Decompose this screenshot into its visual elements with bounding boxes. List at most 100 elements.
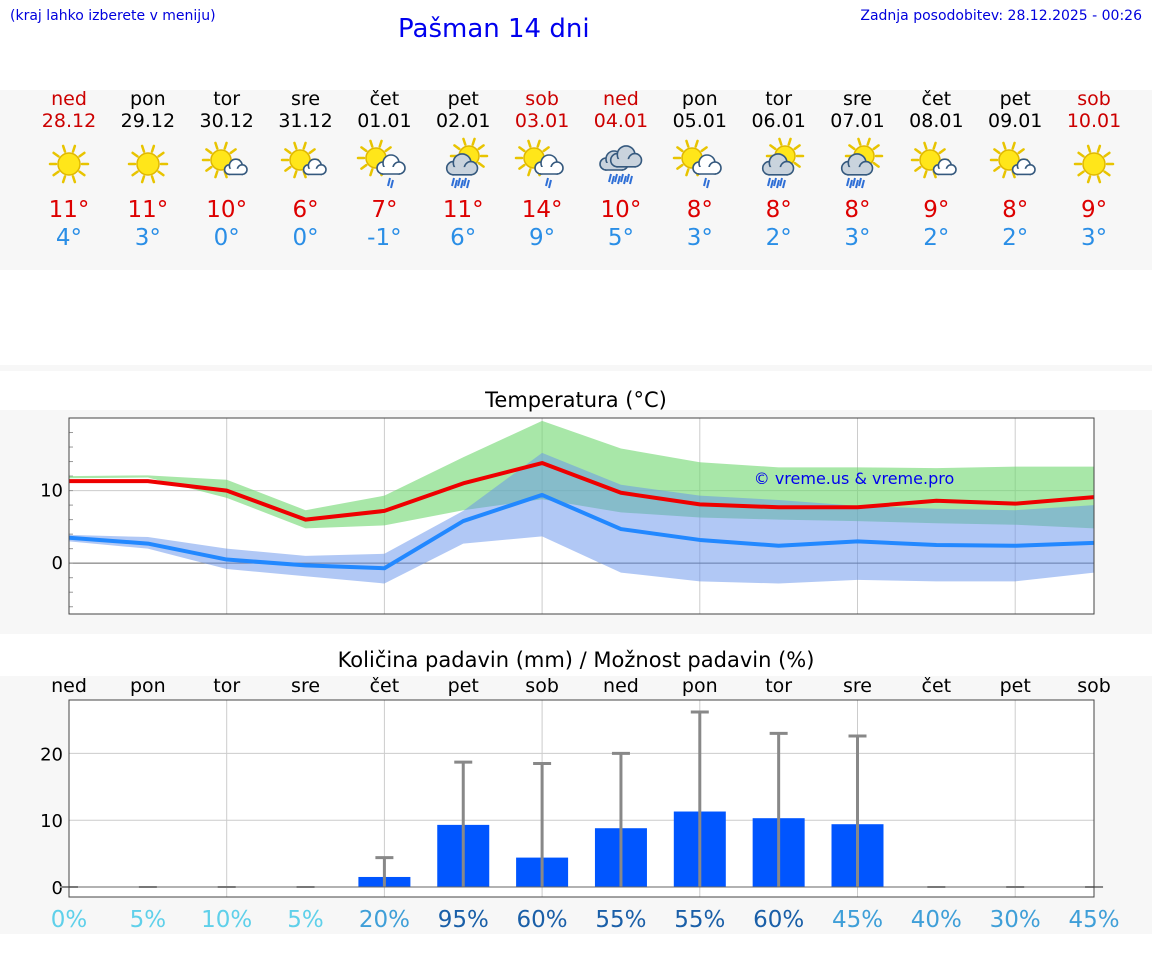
cloud-shape	[691, 154, 722, 175]
day-date: 08.01	[909, 110, 964, 132]
category-label: sre	[843, 675, 872, 697]
temp-min: 5°	[607, 225, 634, 251]
day-name: čet	[921, 88, 952, 110]
day-column: sob 10.01 9° 3°	[1054, 88, 1134, 252]
category-label: pon	[130, 675, 166, 697]
sun-cloud-icon	[989, 141, 1036, 179]
temp-min: 6°	[450, 225, 477, 251]
plot-frame	[68, 699, 1095, 898]
series-line-max	[69, 461, 1095, 522]
temp-min: -1°	[367, 225, 402, 251]
temp-min: 4°	[55, 225, 83, 251]
sun-cloud-heavy-rain-icon	[446, 137, 489, 189]
sun-cloud-icon	[911, 141, 958, 179]
day-name: pet	[447, 88, 479, 110]
temp-max: 11°	[127, 197, 169, 223]
day-column: ned 04.01 10° 5°	[581, 88, 661, 252]
temp-max: 6°	[292, 197, 319, 223]
temp-max: 14°	[521, 197, 563, 223]
rain-drops	[845, 177, 865, 189]
sun-cloud-heavy-rain-icon	[761, 137, 804, 189]
rain-drops	[766, 177, 786, 189]
weather-icon	[818, 134, 898, 196]
day-column: sre 07.01 8° 3°	[818, 88, 898, 252]
day-name: tor	[765, 88, 793, 110]
precip-probability: 55%	[674, 907, 725, 933]
precip-chart-title: Količina padavin (mm) / Možnost padavin …	[337, 648, 815, 672]
temp-max: 7°	[371, 197, 398, 223]
rain-drops	[545, 177, 553, 189]
last-update: Zadnja posodobitev: 28.12.2025 - 00:26	[860, 8, 1142, 24]
day-date: 09.01	[987, 110, 1043, 132]
day-date: 07.01	[830, 110, 885, 132]
rain-drops	[387, 177, 395, 189]
sun-cloud-icon	[201, 141, 248, 179]
temp-max: 11°	[442, 197, 484, 223]
weather-icon	[975, 134, 1055, 196]
day-date: 01.01	[357, 110, 412, 132]
plot-area	[69, 700, 1094, 897]
category-label: sob	[1077, 675, 1111, 697]
cloud-heavy-rain-icon	[599, 145, 643, 185]
sun-cloud-rain-icon	[357, 139, 407, 189]
temperature-chart: 0 10 © vreme.us & vreme.pro	[40, 417, 1095, 615]
rain-drops	[702, 177, 710, 189]
category-label: ned	[51, 675, 87, 697]
cloud-shape	[840, 153, 873, 176]
day-column: čet 01.01 7° -1°	[344, 88, 424, 252]
day-name: sob	[1077, 88, 1111, 110]
weather-icon	[344, 134, 424, 196]
temp-min: 3°	[134, 225, 161, 251]
precip-probability: 5%	[287, 907, 324, 933]
temp-min: 9°	[529, 225, 556, 251]
category-label: sre	[291, 675, 320, 697]
category-label: pon	[682, 675, 718, 697]
temp-max: 11°	[48, 197, 90, 223]
page-title: Pašman 14 dni	[398, 14, 590, 44]
temp-min: 0°	[292, 225, 319, 251]
day-name: ned	[51, 88, 87, 110]
category-label: sob	[525, 675, 559, 697]
day-column: sre 31.12 6° 0°	[266, 88, 346, 252]
day-date: 03.01	[514, 110, 570, 132]
sun-shape	[1073, 144, 1115, 184]
precip-probability: 60%	[517, 907, 568, 933]
temp-min: 3°	[1080, 225, 1108, 251]
day-date: 30.12	[199, 110, 254, 132]
category-label: ned	[603, 675, 639, 697]
category-label: pet	[448, 675, 479, 697]
weather-icon	[896, 134, 976, 196]
weather-icon	[502, 134, 582, 196]
precip-probability: 10%	[201, 907, 252, 933]
category-label: tor	[765, 675, 792, 697]
precip-probability: 60%	[753, 907, 804, 933]
rain-drops	[607, 173, 633, 185]
temp-min: 2°	[1002, 225, 1029, 251]
precip-probability: 95%	[438, 907, 489, 933]
day-date: 06.01	[751, 110, 806, 132]
forecast-band	[0, 90, 1152, 270]
y-tick-label: 0	[52, 553, 63, 574]
sun-cloud-rain-icon	[514, 139, 564, 189]
cloud-shape	[446, 153, 479, 176]
sun-icon	[1073, 144, 1115, 184]
cloud-shape	[609, 145, 643, 168]
y-tick-label: 10	[40, 481, 63, 502]
temp-max: 9°	[1080, 197, 1108, 223]
temp-max: 8°	[765, 197, 792, 223]
temp-max: 10°	[600, 197, 642, 223]
day-column: pon 29.12 11° 3°	[108, 88, 188, 252]
weather-icon	[1054, 134, 1134, 196]
weather-icon	[660, 134, 740, 196]
y-tick-label: 0	[52, 878, 63, 899]
precip-probability: 20%	[359, 907, 410, 933]
band-min	[69, 452, 1095, 584]
precip-probability: 40%	[911, 907, 962, 933]
day-date: 10.01	[1066, 110, 1122, 132]
precip-probability: 45%	[832, 907, 883, 933]
weather-icon	[581, 134, 661, 196]
sun-shape	[989, 141, 1029, 179]
day-date: 29.12	[120, 110, 176, 132]
temp-max: 8°	[686, 197, 713, 223]
day-date: 05.01	[672, 110, 727, 132]
